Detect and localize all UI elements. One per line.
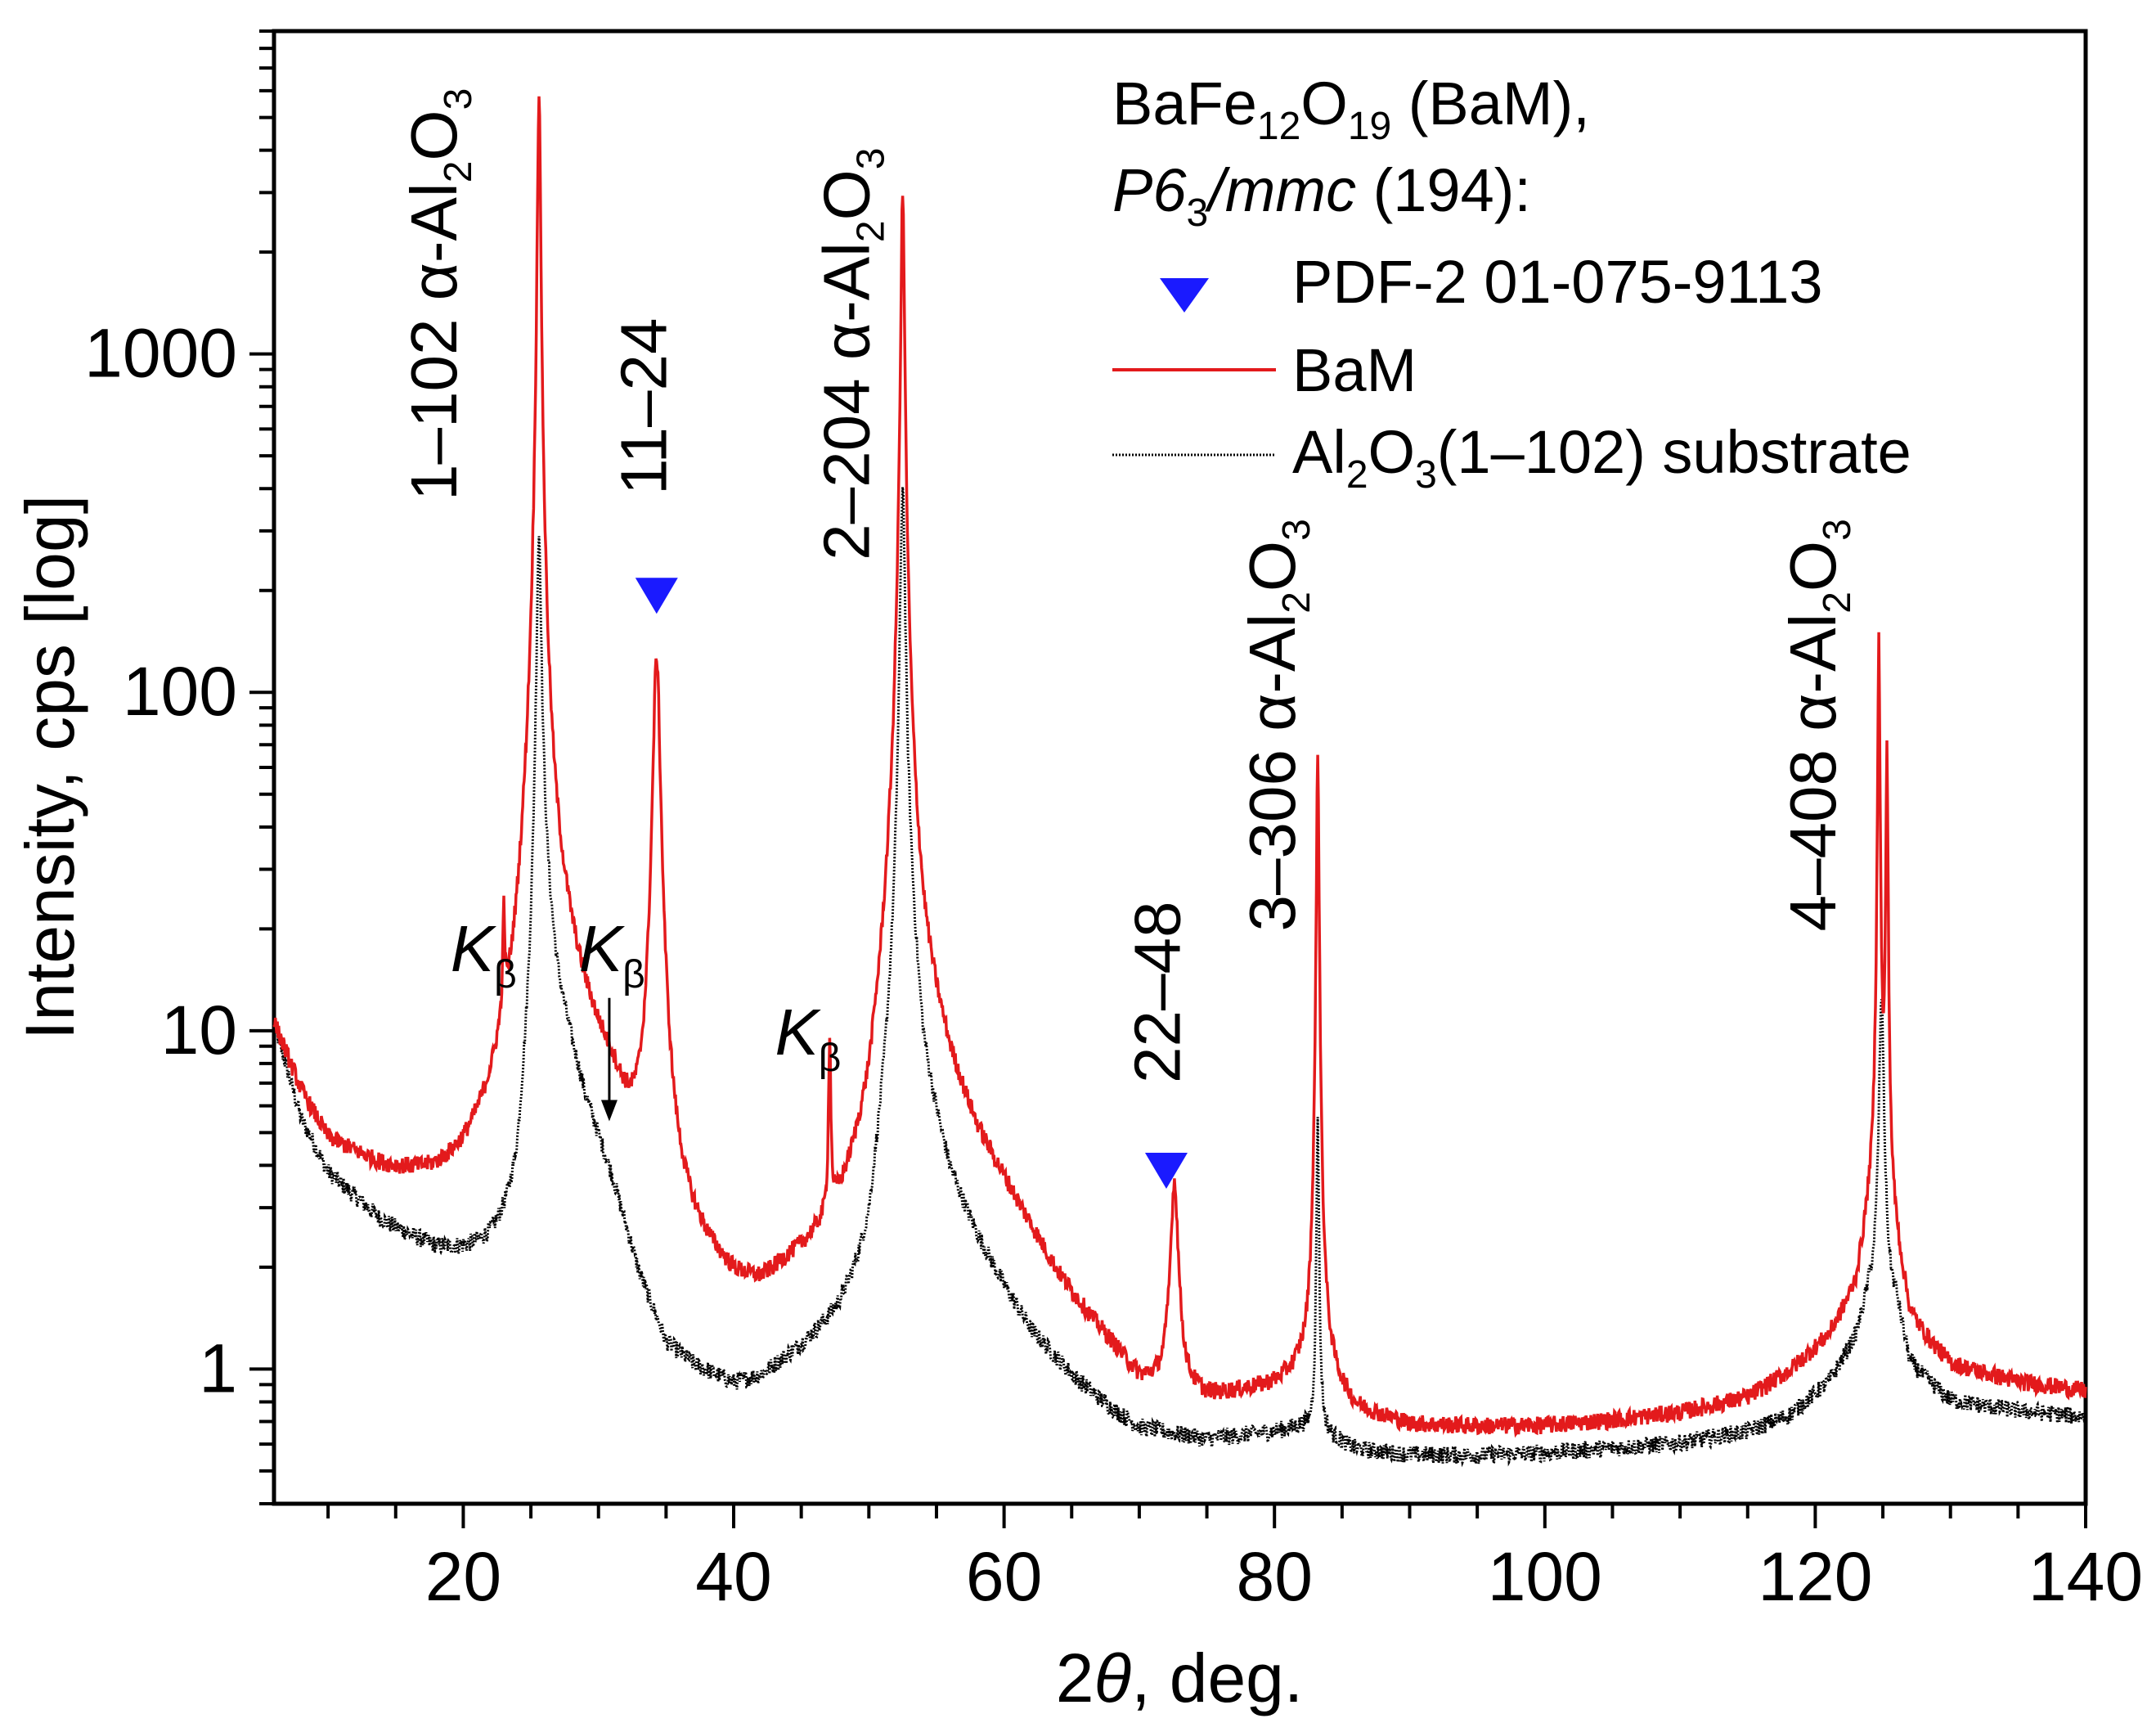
y-tick-label: 100 [123, 653, 237, 730]
series-line-bam [272, 96, 2087, 1438]
x-tick-label: 20 [425, 1538, 501, 1615]
series-line-substrate [272, 487, 2087, 1469]
pdf-marker-0 [635, 578, 678, 614]
legend-pdf-marker-icon [1160, 278, 1209, 313]
kbeta-label-0: Kβ [451, 912, 517, 996]
peak-labels: 1–102 α-Al2O3 11–24 2–204 α-Al2O3 22–48 3–30… [398, 88, 1859, 1083]
legend-bam-label: BaM [1292, 336, 1417, 404]
legend-title-line1: BaFe12O19 (BaM), [1112, 70, 1590, 148]
x-tick-label: 100 [1488, 1538, 1602, 1615]
y-axis-title: Intensity, cps [log] [11, 495, 88, 1040]
peak-label-lbl-2204: 2–204 α-Al2O3 [810, 147, 892, 560]
legend: BaFe12O19 (BaM), P63/mmc (194): PDF-2 01… [1112, 70, 1911, 497]
pdf-marker-1 [1144, 1152, 1188, 1189]
x-tick-label: 40 [695, 1538, 771, 1615]
peak-label-lbl-1102: 1–102 α-Al2O3 [398, 88, 480, 501]
y-tick-label: 1 [199, 1329, 237, 1406]
x-tick-label: 80 [1236, 1538, 1312, 1615]
pdf-markers [635, 578, 1188, 1189]
peak-label-lbl-3306: 3–306 α-Al2O3 [1236, 519, 1318, 931]
legend-pdf-label: PDF-2 01-075-9113 [1292, 248, 1823, 316]
y-tick-label: 1000 [84, 315, 237, 392]
y-axis-ticks: 1 10 100 1000 [84, 29, 274, 1505]
x-axis-ticks: 20 40 60 80 100 120 140 [326, 1504, 2143, 1615]
peak-label-lbl-2248: 22–48 [1121, 901, 1194, 1082]
kbeta-arrow-head [600, 1100, 618, 1122]
x-axis-title: 2θ, deg. [1056, 1640, 1303, 1716]
kbeta-arrow [600, 997, 618, 1122]
y-tick-label: 10 [161, 992, 237, 1068]
kbeta-labels: Kβ Kβ Kβ [451, 912, 842, 1080]
x-tick-label: 140 [2028, 1538, 2143, 1615]
kbeta-label-1: Kβ [579, 912, 645, 996]
x-tick-label: 120 [1758, 1538, 1872, 1615]
peak-label-lbl-1124: 11–24 [607, 317, 680, 495]
peak-label-lbl-4408: 4–408 α-Al2O3 [1776, 519, 1859, 931]
x-tick-label: 60 [966, 1538, 1042, 1615]
kbeta-label-2: Kβ [775, 996, 841, 1080]
legend-substrate-label: Al2O3(1–102) substrate [1292, 418, 1911, 497]
legend-title-line2: P63/mmc (194): [1112, 156, 1531, 235]
